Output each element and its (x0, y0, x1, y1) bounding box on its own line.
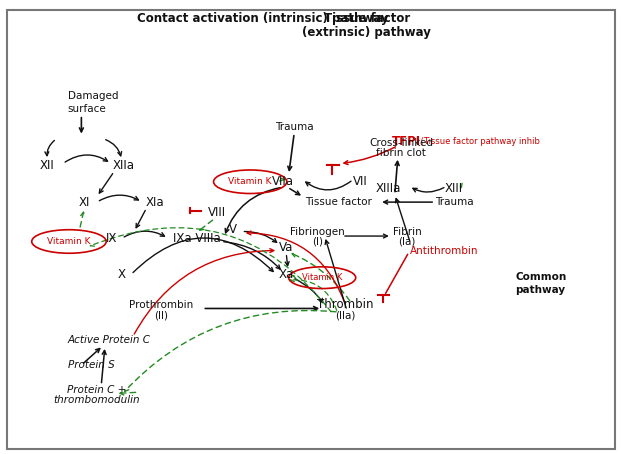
Text: Fibrinogen: Fibrinogen (290, 227, 345, 237)
FancyArrowPatch shape (413, 188, 444, 192)
Text: X: X (118, 268, 126, 281)
Text: Protein S: Protein S (68, 360, 114, 370)
Text: VIII: VIII (208, 206, 226, 219)
FancyArrowPatch shape (306, 181, 351, 190)
FancyArrowPatch shape (134, 249, 274, 334)
Text: Trauma: Trauma (435, 197, 474, 207)
FancyArrowPatch shape (136, 211, 146, 228)
Text: (Tissue factor pathway inhib: (Tissue factor pathway inhib (418, 137, 540, 145)
FancyArrowPatch shape (386, 254, 407, 293)
FancyArrowPatch shape (106, 140, 122, 156)
FancyArrowPatch shape (285, 256, 289, 266)
Text: XIII: XIII (445, 182, 463, 195)
Text: TFPI: TFPI (392, 134, 421, 148)
FancyArrowPatch shape (290, 188, 300, 195)
Text: Vitamin K: Vitamin K (47, 237, 91, 246)
Text: VIIa: VIIa (272, 175, 294, 188)
Text: V: V (229, 223, 237, 236)
FancyArrowPatch shape (345, 234, 388, 238)
FancyArrowPatch shape (45, 140, 54, 156)
FancyArrowPatch shape (290, 278, 337, 311)
Text: Contact activation (intrinsic) pathway: Contact activation (intrinsic) pathway (137, 12, 389, 25)
FancyArrowPatch shape (83, 349, 100, 363)
Text: Common: Common (515, 272, 566, 282)
FancyArrowPatch shape (205, 306, 318, 311)
Text: (Ia): (Ia) (399, 237, 416, 247)
Text: Vitamin K: Vitamin K (302, 273, 342, 282)
Text: VII: VII (353, 175, 368, 188)
FancyArrowPatch shape (395, 162, 399, 192)
Text: XII: XII (40, 159, 55, 173)
Text: (I): (I) (312, 237, 323, 247)
Text: XIIIa: XIIIa (376, 182, 401, 195)
FancyArrowPatch shape (65, 155, 108, 162)
FancyArrowPatch shape (288, 136, 294, 170)
Text: IXa VIIIa: IXa VIIIa (173, 232, 221, 245)
FancyArrowPatch shape (279, 178, 285, 182)
FancyArrowPatch shape (325, 240, 346, 308)
FancyArrowPatch shape (133, 238, 273, 272)
FancyArrowPatch shape (80, 212, 85, 227)
FancyArrowPatch shape (396, 198, 409, 240)
FancyArrowPatch shape (384, 200, 432, 204)
Text: (extrinsic) pathway: (extrinsic) pathway (302, 26, 431, 39)
FancyArrowPatch shape (200, 220, 213, 230)
Text: thrombomodulin: thrombomodulin (53, 395, 140, 405)
FancyArrowPatch shape (247, 231, 344, 301)
FancyArrowPatch shape (244, 232, 277, 242)
Text: Va: Va (279, 241, 294, 254)
Text: XIIa: XIIa (113, 159, 134, 173)
Text: Cross-linked: Cross-linked (369, 138, 433, 148)
FancyArrowPatch shape (100, 173, 113, 193)
FancyArrowPatch shape (225, 188, 281, 233)
FancyArrowPatch shape (90, 227, 331, 312)
FancyArrowPatch shape (100, 195, 139, 201)
Text: Tissue factor: Tissue factor (323, 12, 410, 25)
Text: Prothrombin: Prothrombin (129, 300, 193, 310)
Text: Antithrombin: Antithrombin (411, 246, 479, 256)
Text: XIa: XIa (146, 196, 164, 208)
FancyArrowPatch shape (80, 118, 83, 132)
Text: IX: IX (106, 232, 117, 245)
FancyArrowPatch shape (295, 279, 323, 303)
FancyArrowPatch shape (292, 253, 350, 301)
Text: Thrombin: Thrombin (317, 298, 373, 311)
FancyArrowPatch shape (293, 275, 297, 278)
Text: surface: surface (68, 104, 106, 114)
FancyArrowPatch shape (344, 147, 396, 165)
Text: Trauma: Trauma (275, 123, 313, 133)
Text: Vitamin K: Vitamin K (228, 177, 272, 186)
Text: Tissue factor: Tissue factor (305, 197, 372, 207)
Text: (IIa): (IIa) (335, 310, 355, 320)
Text: (II): (II) (154, 310, 168, 320)
Text: Damaged: Damaged (68, 91, 118, 101)
FancyArrowPatch shape (120, 391, 136, 395)
FancyArrowPatch shape (124, 311, 336, 391)
FancyArrowPatch shape (101, 350, 106, 383)
FancyArrowPatch shape (124, 231, 164, 237)
Text: pathway: pathway (516, 286, 565, 296)
Text: Fibrin: Fibrin (393, 227, 422, 237)
Text: Protein C +: Protein C + (67, 385, 126, 395)
Text: XI: XI (79, 196, 90, 208)
Text: Active Protein C: Active Protein C (68, 335, 151, 345)
Text: Xa: Xa (279, 268, 294, 281)
FancyArrowPatch shape (224, 242, 280, 269)
FancyArrowPatch shape (458, 183, 462, 188)
FancyBboxPatch shape (7, 10, 615, 449)
Text: fibrin clot: fibrin clot (376, 148, 426, 158)
